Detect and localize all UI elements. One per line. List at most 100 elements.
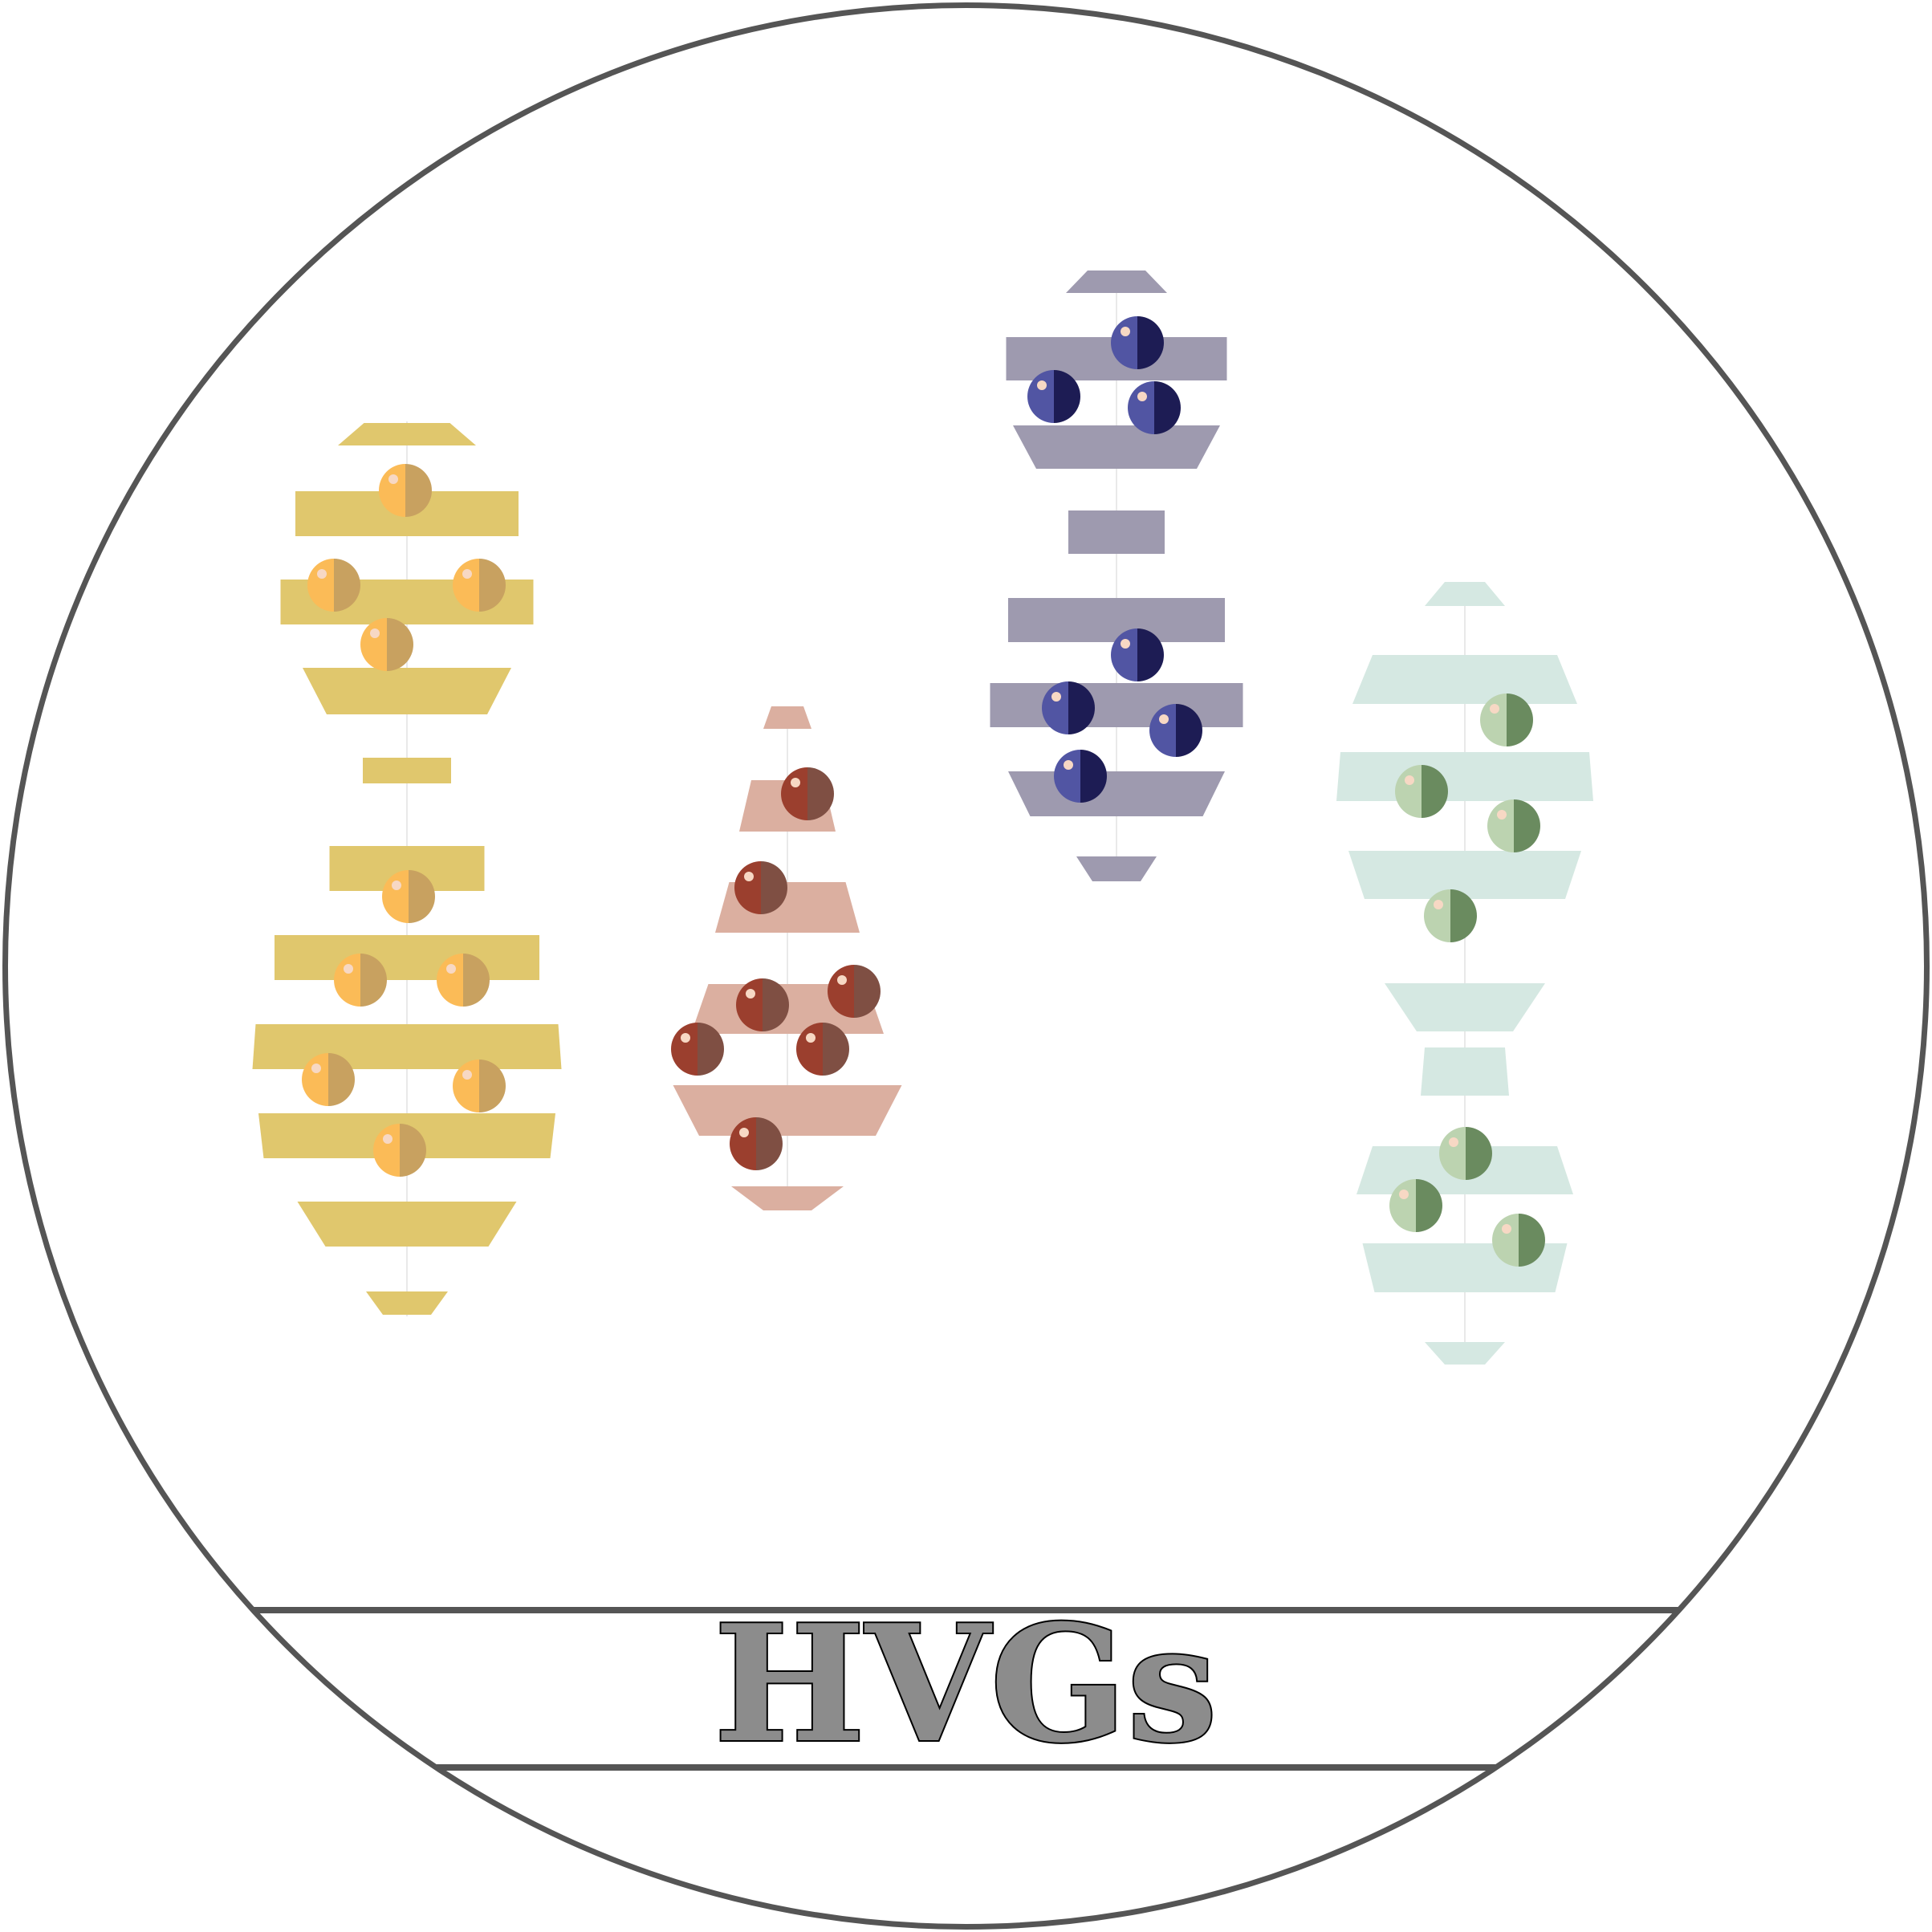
cell — [671, 1023, 724, 1076]
cluster-stripe — [990, 683, 1243, 727]
cell-right-half — [807, 767, 834, 820]
cluster-stripe — [1425, 582, 1505, 606]
cluster-stripe — [338, 423, 476, 445]
cell-highlight — [462, 1070, 472, 1080]
cell-highlight — [388, 474, 398, 484]
cell — [1424, 889, 1477, 942]
cell — [1042, 681, 1095, 734]
cell-right-half — [823, 1023, 849, 1076]
cell-right-half — [854, 965, 881, 1018]
cell-highlight — [446, 964, 456, 974]
cell — [730, 1117, 783, 1170]
cell-highlight — [392, 881, 401, 890]
cluster-stripe — [1008, 598, 1225, 642]
cell — [307, 559, 360, 612]
cell — [1389, 1179, 1442, 1232]
cell-right-half — [409, 870, 435, 923]
cell-highlight — [317, 569, 327, 579]
cell-right-half — [1450, 889, 1477, 942]
cluster-stripe — [1066, 270, 1167, 293]
cell-right-half — [405, 464, 432, 517]
cell-right-half — [1507, 693, 1533, 746]
cell-left-half — [453, 1060, 479, 1112]
cell-right-half — [479, 1060, 506, 1112]
cluster-stripe — [329, 846, 485, 891]
cell-right-half — [756, 1117, 783, 1170]
cell — [1492, 1214, 1545, 1267]
cell-left-half — [781, 767, 807, 820]
cell-highlight — [1502, 1224, 1511, 1234]
cluster-stripe — [1068, 510, 1165, 554]
cluster-stripe — [275, 935, 539, 980]
cell — [453, 559, 506, 612]
cell-highlight — [1121, 327, 1130, 336]
cell-highlight — [1064, 760, 1073, 770]
cell-left-half — [453, 559, 479, 612]
cell-highlight — [791, 778, 800, 787]
cell — [1149, 704, 1202, 757]
cluster-stripe — [1076, 856, 1157, 881]
cell — [360, 618, 413, 671]
cluster-stripe — [731, 1186, 844, 1210]
cell-highlight — [1434, 900, 1443, 909]
green-cluster — [1336, 582, 1593, 1365]
cell-highlight — [1121, 639, 1130, 649]
cell — [1480, 693, 1533, 746]
cluster-stripe — [303, 668, 511, 714]
cell-left-half — [1054, 750, 1080, 803]
cluster-stripe — [763, 706, 811, 729]
cell — [1487, 799, 1540, 852]
cell-highlight — [1159, 714, 1169, 724]
cell-right-half — [1176, 704, 1202, 757]
cluster-stripe — [1425, 1342, 1505, 1365]
cell-right-half — [1080, 750, 1107, 803]
cell — [379, 464, 432, 517]
cell-highlight — [344, 964, 353, 974]
cell-highlight — [739, 1128, 749, 1137]
cell-highlight — [1037, 380, 1047, 390]
cluster-stripe — [1385, 983, 1545, 1031]
cluster-stripe — [363, 758, 451, 783]
cell — [781, 767, 834, 820]
cell-highlight — [744, 872, 754, 881]
cell-highlight — [1449, 1137, 1458, 1147]
cell-left-half — [1487, 799, 1514, 852]
cell-left-half — [730, 1117, 756, 1170]
cell — [437, 954, 490, 1007]
cell-right-half — [698, 1023, 724, 1076]
cell-highlight — [837, 975, 847, 985]
cell-right-half — [1137, 316, 1164, 369]
cluster-stripe — [297, 1202, 517, 1247]
cell-highlight — [311, 1064, 321, 1073]
cell-left-half — [1111, 628, 1137, 681]
cell-right-half — [1514, 799, 1540, 852]
cell-left-half — [382, 870, 409, 923]
cell — [382, 870, 435, 923]
cell-right-half — [1068, 681, 1095, 734]
cell — [828, 965, 881, 1018]
cell — [1111, 628, 1164, 681]
cell-left-half — [1042, 681, 1068, 734]
cell-highlight — [1490, 704, 1499, 714]
cell-right-half — [360, 954, 387, 1007]
cell-left-half — [1395, 765, 1422, 818]
cell-right-half — [1519, 1214, 1545, 1267]
cell-highlight — [383, 1134, 393, 1144]
cell — [1395, 765, 1448, 818]
cell-right-half — [463, 954, 490, 1007]
cluster-stripe — [1008, 771, 1225, 816]
cell — [1027, 370, 1080, 423]
cluster-stripe — [252, 1024, 562, 1069]
cell — [796, 1023, 849, 1076]
cell — [1111, 316, 1164, 369]
cell-left-half — [1439, 1127, 1466, 1180]
cell-left-half — [437, 954, 463, 1007]
cell-right-half — [1054, 370, 1080, 423]
cell — [453, 1060, 506, 1112]
cell-highlight — [1051, 692, 1061, 702]
cell — [1128, 381, 1181, 434]
cell — [1439, 1127, 1492, 1180]
cell-left-half — [1424, 889, 1450, 942]
